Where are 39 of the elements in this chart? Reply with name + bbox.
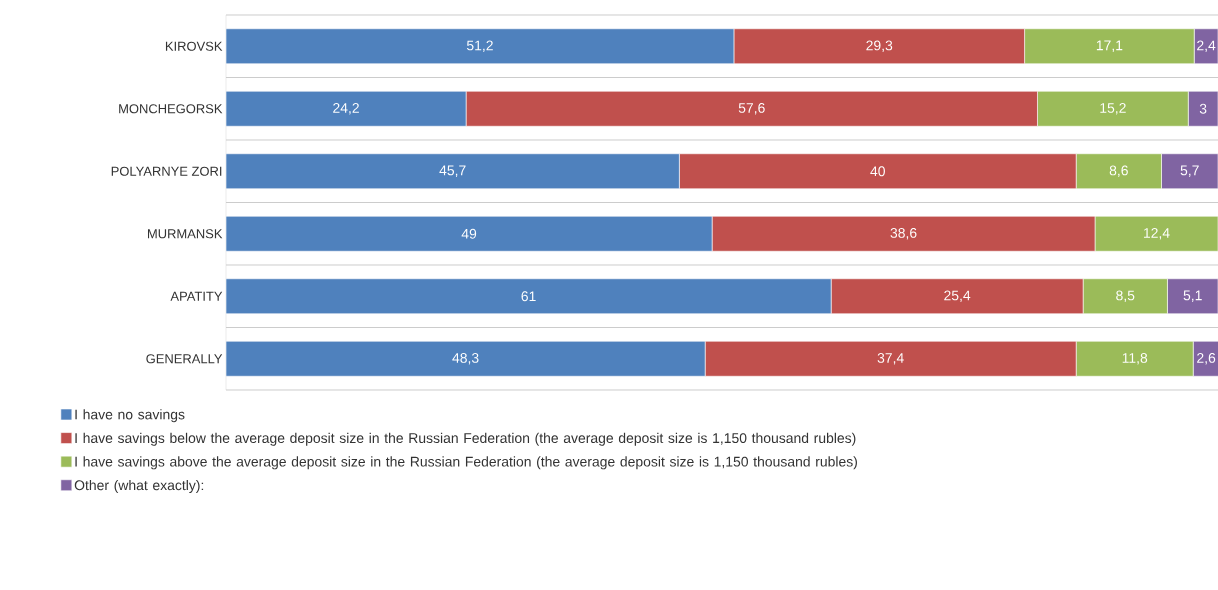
bar bbox=[226, 90, 467, 127]
data-label: 12,4 bbox=[1144, 227, 1170, 240]
data-label: 29,3 bbox=[866, 40, 893, 53]
y-tick-label: KIROVSK bbox=[165, 41, 223, 51]
data-label: 38,6 bbox=[890, 227, 917, 240]
data-label: 11,8 bbox=[1122, 352, 1148, 365]
bar bbox=[226, 28, 735, 65]
data-label: 5,1 bbox=[1183, 290, 1202, 302]
data-label: 45,7 bbox=[439, 165, 466, 177]
data-label: 2,4 bbox=[1197, 40, 1216, 53]
data-label: 37,4 bbox=[877, 352, 904, 365]
y-tick-label: APATITY bbox=[170, 291, 223, 301]
y-tick-label: MURMANSK bbox=[147, 229, 223, 239]
legend-label: I have savings above the average deposit size in the Russian Federation (the average deposit size is 1,150 thousand rubles) bbox=[75, 456, 857, 470]
data-label: 40 bbox=[870, 166, 885, 177]
y-tick-label: POLYARNYE ZORI bbox=[111, 166, 222, 176]
legend-label: Other (what exactly): bbox=[74, 479, 204, 493]
data-label: 17,1 bbox=[1096, 40, 1123, 52]
legend-label: I have savings below the average deposit size in the Russian Federation (the average deposit size is 1,150 thousand rubles) bbox=[75, 432, 856, 446]
data-label: 48,3 bbox=[452, 352, 479, 365]
bar bbox=[226, 215, 713, 252]
data-label: 61 bbox=[521, 291, 536, 302]
data-label: 2,6 bbox=[1197, 352, 1216, 365]
data-label: 57,6 bbox=[738, 102, 765, 115]
legend-label: I have no savings bbox=[75, 409, 185, 423]
data-label: 8,6 bbox=[1109, 165, 1128, 178]
data-label: 49 bbox=[461, 228, 477, 239]
y-tick-label: MONCHEGORSK bbox=[119, 104, 223, 114]
data-label: 8,5 bbox=[1116, 290, 1135, 303]
data-label: 25,4 bbox=[944, 290, 971, 303]
data-label: 15,2 bbox=[1100, 102, 1126, 115]
data-label: 5,7 bbox=[1180, 165, 1199, 177]
bar bbox=[226, 153, 680, 190]
data-label: 3 bbox=[1199, 103, 1207, 114]
data-label: 24,2 bbox=[333, 102, 359, 115]
y-tick-label: GENERALLY bbox=[146, 354, 223, 364]
bar bbox=[226, 340, 706, 377]
bar bbox=[226, 278, 832, 315]
data-label: 51,2 bbox=[466, 40, 493, 53]
